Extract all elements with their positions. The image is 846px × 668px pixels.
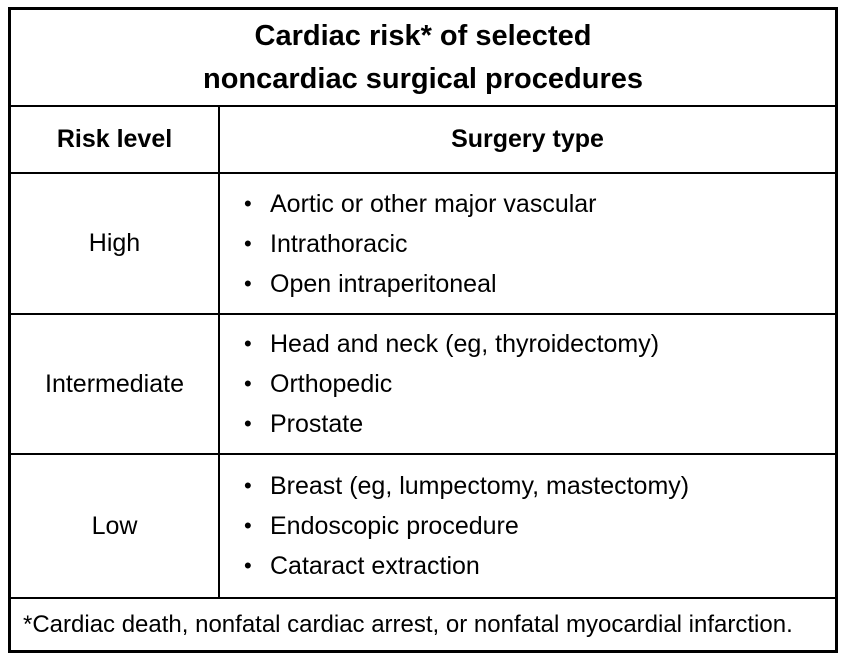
surgery-item-label: Endoscopic procedure — [270, 512, 519, 540]
surgery-type-cell: • Head and neck (eg, thyroidectomy) • Orth… — [220, 315, 835, 453]
table-title-line2: noncardiac surgical procedures — [203, 62, 643, 95]
bullet-icon: • — [244, 371, 252, 396]
surgery-item-label: Head and neck (eg, thyroidectomy) — [270, 330, 660, 358]
surgery-list: • Aortic or other major vascular • Intrath… — [220, 184, 835, 304]
list-item: • Head and neck (eg, thyroidectomy) — [220, 324, 835, 364]
list-item: • Prostate — [220, 404, 835, 444]
surgery-item-label: Orthopedic — [270, 370, 393, 398]
bullet-icon: • — [244, 411, 252, 436]
table-row-intermediate: Intermediate • Head and neck (eg, thyroid… — [11, 315, 835, 455]
list-item: • Endoscopic procedure — [220, 506, 835, 546]
table-title-line1: Cardiac risk* of selected — [254, 19, 592, 52]
risk-level-cell: High — [11, 174, 220, 313]
bullet-icon: • — [244, 190, 252, 216]
table-footnote: *Cardiac death, nonfatal cardiac arrest,… — [23, 610, 793, 638]
bullet-icon: • — [244, 230, 252, 256]
surgery-item-label: Breast (eg, lumpectomy, mastectomy) — [270, 472, 690, 500]
surgery-item-label: Prostate — [270, 410, 364, 438]
surgery-item-label: Intrathoracic — [270, 229, 408, 258]
list-item: • Breast (eg, lumpectomy, mastectomy) — [220, 466, 835, 506]
list-item: • Aortic or other major vascular — [220, 184, 835, 224]
list-item: • Orthopedic — [220, 364, 835, 404]
bullet-icon: • — [244, 513, 252, 538]
surgery-type-cell: • Breast (eg, lumpectomy, mastectomy) • En… — [220, 455, 835, 597]
bullet-icon: • — [244, 553, 252, 578]
bullet-icon: • — [244, 331, 252, 356]
surgery-list: • Breast (eg, lumpectomy, mastectomy) • En… — [220, 466, 835, 586]
table-title: Cardiac risk* of selected noncardiac sur… — [11, 10, 835, 107]
table-row-high: High • Aortic or other major vascular • In… — [11, 174, 835, 315]
surgery-type-cell: • Aortic or other major vascular • Intrath… — [220, 174, 835, 313]
risk-level-cell: Low — [11, 455, 220, 597]
list-item: • Cataract extraction — [220, 546, 835, 586]
surgery-item-label: Open intraperitoneal — [270, 269, 497, 298]
surgery-item-label: Cataract extraction — [270, 552, 480, 580]
table-header-row: Risk level Surgery type — [11, 107, 835, 174]
list-item: • Open intraperitoneal — [220, 264, 835, 304]
bullet-icon: • — [244, 270, 252, 296]
column-header-surgery-type: Surgery type — [451, 125, 604, 153]
surgery-item-label: Aortic or other major vascular — [270, 189, 597, 218]
bullet-icon: • — [244, 473, 252, 498]
list-item: • Intrathoracic — [220, 224, 835, 264]
surgery-list: • Head and neck (eg, thyroidectomy) • Orth… — [220, 324, 835, 444]
column-header-risk-level: Risk level — [11, 107, 220, 172]
risk-level-cell: Intermediate — [11, 315, 220, 453]
cardiac-risk-table: Cardiac risk* of selected noncardiac sur… — [8, 7, 838, 653]
table-row-low: Low • Breast (eg, lumpectomy, mastectomy)… — [11, 455, 835, 599]
